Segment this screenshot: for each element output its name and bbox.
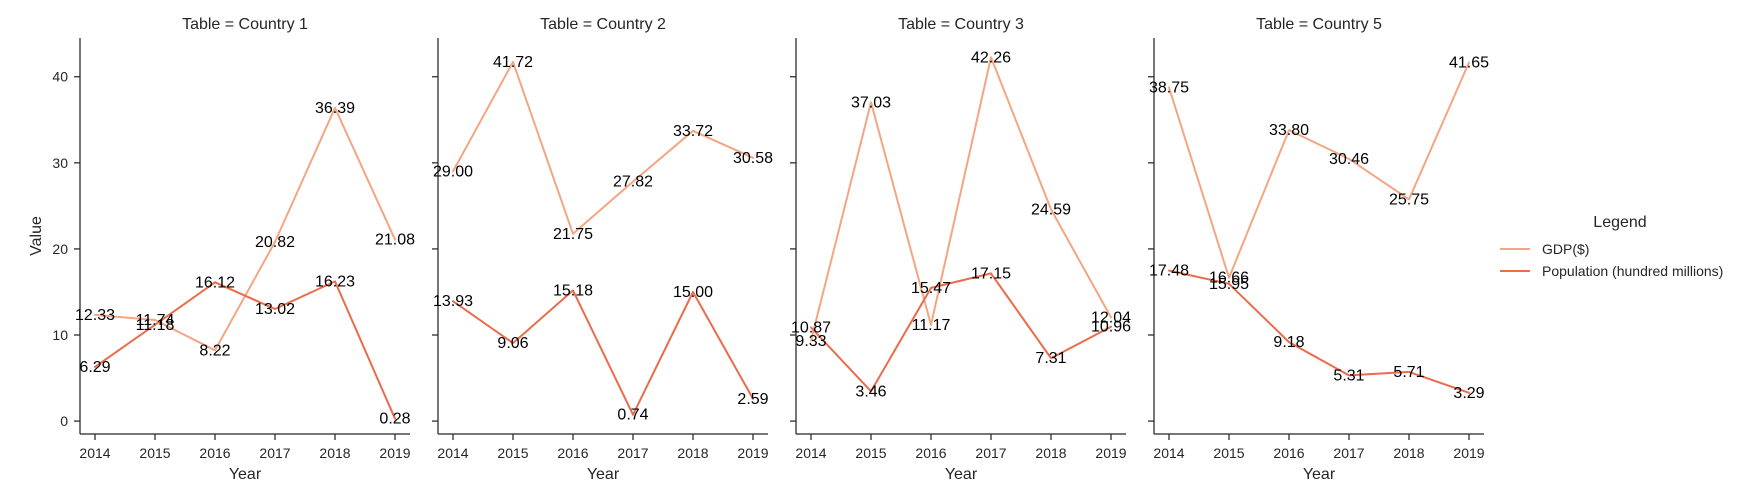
data-label: 11.17 (912, 317, 951, 334)
data-label: 36.39 (315, 100, 355, 117)
data-label: 15.95 (1209, 276, 1249, 293)
data-label: 17.15 (971, 265, 1011, 282)
y-tick-label: 20 (52, 241, 68, 257)
x-tick-label: 2016 (557, 445, 588, 461)
y-tick-label: 10 (52, 327, 68, 343)
data-label: 3.46 (855, 383, 886, 400)
data-label: 13.02 (255, 301, 295, 318)
x-tick-label: 2016 (1273, 445, 1304, 461)
data-label: 30.46 (1329, 151, 1369, 168)
data-label: 5.71 (1393, 364, 1424, 381)
x-tick-label: 2015 (855, 445, 886, 461)
data-label: 17.48 (1149, 263, 1189, 280)
x-axis-title: Year (1303, 466, 1336, 483)
population-series-line (1168, 269, 1470, 394)
data-label: 16.12 (195, 274, 235, 291)
x-tick-label: 2018 (1393, 445, 1424, 461)
x-tick-label: 2017 (617, 445, 648, 461)
data-label: 38.75 (1149, 80, 1189, 97)
data-label: 30.58 (733, 150, 773, 167)
x-tick-label: 2014 (1153, 445, 1184, 461)
gdp-series-line (810, 56, 1112, 342)
data-label: 21.75 (553, 226, 593, 243)
data-label: 25.75 (1389, 191, 1429, 208)
data-label: 0.74 (617, 407, 648, 424)
x-tick-label: 2017 (975, 445, 1006, 461)
data-label: 0.28 (379, 411, 410, 428)
data-label: 42.26 (971, 49, 1011, 66)
data-label: 11.18 (136, 317, 175, 334)
data-label: 21.08 (375, 232, 415, 249)
x-tick-label: 2015 (1213, 445, 1244, 461)
x-tick-label: 2019 (379, 445, 410, 461)
x-tick-label: 2018 (677, 445, 708, 461)
x-tick-label: 2019 (737, 445, 768, 461)
data-label: 29.00 (433, 163, 473, 180)
panel-title: Table = Country 2 (540, 16, 666, 33)
y-tick-label: 0 (60, 413, 68, 429)
gdp-series-line (452, 60, 754, 235)
data-label: 10.96 (1091, 319, 1131, 336)
data-label: 13.93 (433, 293, 473, 310)
population-series-line (452, 289, 754, 416)
data-label: 37.03 (851, 94, 891, 111)
x-tick-label: 2015 (139, 445, 170, 461)
legend-label: Population (hundred millions) (1542, 263, 1723, 279)
x-tick-label: 2017 (1333, 445, 1364, 461)
x-tick-label: 2017 (259, 445, 290, 461)
y-axis-title: Value (28, 216, 45, 256)
y-tick-label: 40 (52, 69, 68, 85)
gdp-series-line (1168, 61, 1470, 279)
x-tick-label: 2018 (319, 445, 350, 461)
x-tick-label: 2014 (795, 445, 826, 461)
data-label: 5.31 (1333, 367, 1364, 384)
x-axis-title: Year (587, 466, 620, 483)
x-axis-title: Year (945, 466, 978, 483)
x-tick-label: 2015 (497, 445, 528, 461)
data-label: 9.33 (795, 333, 826, 350)
x-tick-label: 2019 (1453, 445, 1484, 461)
data-label: 3.29 (1453, 385, 1484, 402)
data-label: 27.82 (613, 174, 653, 191)
data-label: 33.72 (673, 123, 713, 140)
x-axis-title: Year (229, 466, 262, 483)
data-label: 12.04 (1091, 309, 1131, 326)
data-label: 7.31 (1035, 350, 1066, 367)
data-label: 8.22 (199, 342, 230, 359)
data-label: 16.66 (1209, 270, 1249, 287)
x-tick-label: 2016 (915, 445, 946, 461)
x-tick-label: 2014 (437, 445, 468, 461)
data-label: 41.72 (493, 54, 533, 71)
x-tick-label: 2019 (1095, 445, 1126, 461)
data-label: 41.65 (1449, 55, 1489, 72)
data-label: 2.59 (737, 391, 768, 408)
panel-title: Table = Country 5 (1256, 16, 1382, 33)
panel-title: Table = Country 3 (898, 16, 1024, 33)
data-label: 24.59 (1031, 201, 1071, 218)
legend-label: GDP($) (1542, 241, 1589, 257)
x-tick-label: 2014 (79, 445, 110, 461)
data-label: 15.00 (673, 284, 713, 301)
data-label: 12.33 (75, 307, 115, 324)
data-label: 9.06 (497, 335, 528, 352)
data-label: 20.82 (255, 234, 295, 251)
data-label: 16.23 (315, 273, 355, 290)
data-label: 33.80 (1269, 122, 1309, 139)
population-series-line (94, 280, 396, 420)
data-label: 9.18 (1273, 334, 1304, 351)
population-series-line (810, 272, 1112, 393)
data-label: 10.87 (791, 320, 831, 337)
data-label: 15.47 (911, 280, 951, 297)
panel-title: Table = Country 1 (182, 16, 308, 33)
data-label: 11.74 (136, 312, 175, 329)
data-label: 6.29 (79, 359, 110, 376)
x-tick-label: 2016 (199, 445, 230, 461)
x-tick-label: 2018 (1035, 445, 1066, 461)
y-tick-label: 30 (52, 155, 68, 171)
legend-title: Legend (1593, 214, 1646, 231)
data-label: 15.18 (553, 282, 593, 299)
